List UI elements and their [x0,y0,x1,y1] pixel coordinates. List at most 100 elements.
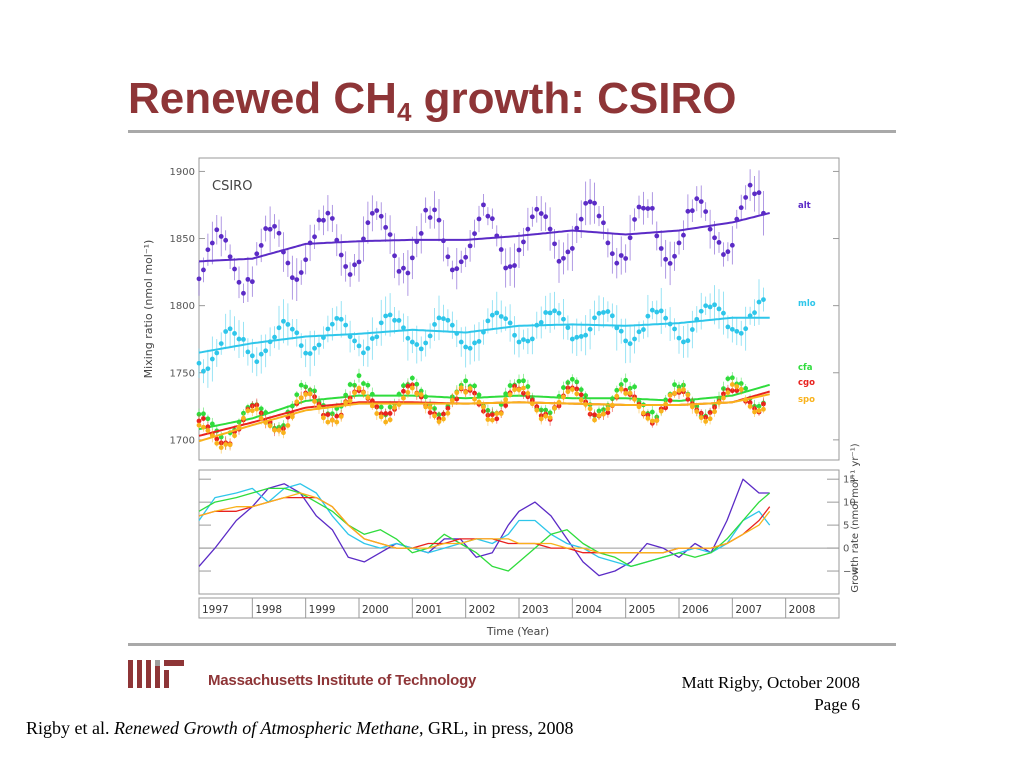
data-point [481,404,486,410]
legend-cgo: cgo [798,378,815,388]
data-point [476,392,482,398]
data-point [285,260,291,266]
data-point [703,209,709,214]
data-point [463,389,469,395]
data-point [361,381,366,386]
data-point [463,344,469,350]
data-point [312,399,317,404]
data-point [685,392,691,398]
trend-line [198,212,770,263]
data-point [516,247,522,253]
data-point [241,336,246,342]
data-point [685,396,691,402]
data-point [476,216,482,222]
data-point [214,227,220,233]
data-point [458,385,464,391]
data-point [369,336,375,341]
citation-authors: Rigby et al. [26,718,114,738]
data-point [272,334,277,340]
data-point [761,406,766,412]
data-point [485,213,491,219]
data-point [294,399,300,405]
data-point [347,398,353,404]
data-point [756,190,762,196]
data-point [694,409,700,414]
data-point [258,351,264,357]
data-point [441,416,446,422]
data-point [281,318,286,324]
data-point [467,345,473,351]
author-date: Matt Rigby, October 2008 [681,673,860,692]
data-point [547,226,553,232]
data-point [503,403,509,408]
data-point [649,418,655,424]
data-point [672,253,677,259]
growth-line-alt [198,478,770,577]
data-point [716,306,722,312]
data-point [614,387,620,393]
data-point [489,417,495,423]
data-point [249,279,255,285]
data-point [743,326,749,332]
data-point [543,310,549,315]
data-point [343,264,349,269]
data-point [209,240,215,246]
data-point [392,253,397,259]
data-point [396,268,402,274]
data-point [245,349,251,355]
data-point [738,330,744,336]
data-point [627,390,633,396]
data-point [347,272,353,277]
data-point [743,195,749,200]
data-point [729,242,735,248]
data-point [449,398,455,403]
data-point [516,378,522,384]
data-point [685,208,691,214]
data-point [712,302,717,308]
data-point [418,346,424,352]
data-point [343,400,349,405]
data-point [521,390,526,396]
data-point [654,309,660,315]
data-point [645,206,651,211]
data-point [343,322,349,328]
data-point [641,205,646,211]
xtick-label: 2000 [362,604,389,616]
data-point [738,205,744,211]
data-point [214,350,220,356]
series-spo [196,378,770,454]
data-point [632,336,637,342]
data-point [716,240,722,245]
data-point [636,329,642,335]
data-point [512,263,517,268]
data-point [538,416,544,422]
data-point [618,386,624,392]
data-point [489,412,495,418]
data-point [472,396,477,402]
data-point [747,404,753,409]
data-point [223,442,229,447]
data-point [423,207,429,213]
data-point [601,411,606,417]
data-point [378,414,384,420]
data-point [223,237,229,243]
data-point [747,182,753,188]
data-point [489,312,495,318]
data-point [214,436,220,442]
data-point [378,320,384,326]
data-point [489,216,495,222]
data-point [623,391,629,396]
growth-line-spo [198,492,771,554]
data-point [383,313,389,319]
data-point [249,408,255,414]
data-point [587,406,593,412]
ytick-label: 1850 [170,234,195,245]
data-point [734,388,740,393]
data-point [303,257,309,263]
legend-cfa: cfa [798,363,813,373]
title-divider [128,130,896,133]
data-point [472,383,477,389]
data-point [263,348,269,354]
ytick-label: 15 [843,475,856,486]
data-point [592,200,597,206]
